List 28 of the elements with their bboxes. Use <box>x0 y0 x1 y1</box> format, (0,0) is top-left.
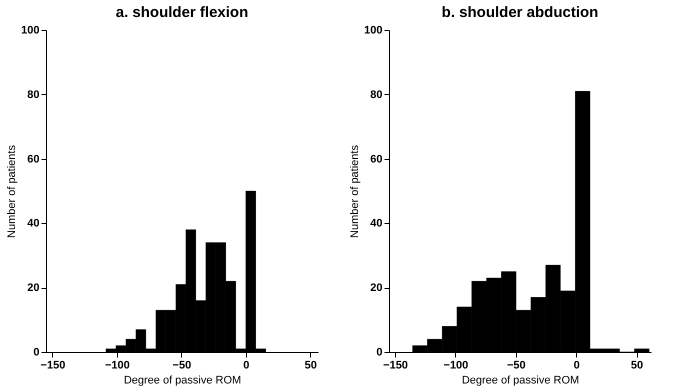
x-tick-label: −50 <box>506 360 526 372</box>
y-tick-label: 20 <box>27 282 40 294</box>
y-tick-label: 20 <box>370 282 382 294</box>
x-axis-title: Degree of passive ROM <box>124 374 242 386</box>
x-tick-label: −150 <box>40 360 66 372</box>
x-tick-label: 0 <box>243 360 250 372</box>
y-tick-label: 80 <box>370 88 382 101</box>
y-axis-title: Number of patients <box>6 144 18 238</box>
chart-title: b. shoulder abduction <box>442 4 598 21</box>
y-tick-label: 0 <box>33 346 40 358</box>
x-tick-label: −150 <box>383 360 408 372</box>
chart-title: a. shoulder flexion <box>116 4 248 21</box>
y-tick-label: 60 <box>27 153 40 166</box>
x-tick-label: −100 <box>444 360 468 372</box>
y-tick-label: 100 <box>364 24 382 36</box>
x-axis-title: Degree of passive ROM <box>462 374 580 386</box>
y-tick-label: 0 <box>376 346 382 358</box>
y-tick-label: 40 <box>27 218 40 230</box>
x-tick-label: −100 <box>105 360 130 372</box>
y-tick-label: 80 <box>27 88 40 101</box>
x-tick-label: −50 <box>172 360 192 372</box>
x-tick-label: 50 <box>630 360 644 372</box>
y-tick-label: 60 <box>370 153 382 166</box>
x-tick-label: 50 <box>304 360 317 372</box>
x-tick-label: 0 <box>574 360 580 372</box>
y-tick-label: 100 <box>21 24 40 36</box>
y-tick-label: 40 <box>370 218 382 230</box>
y-axis-title: Number of patients <box>349 144 362 238</box>
